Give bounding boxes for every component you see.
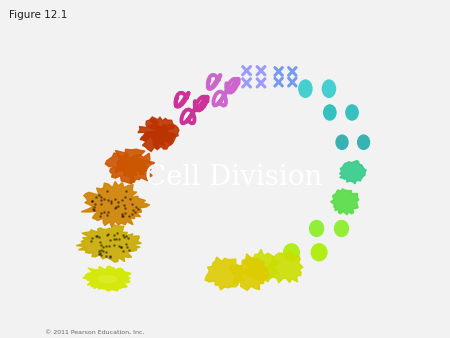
- Polygon shape: [110, 160, 137, 184]
- Text: Cell Division: Cell Division: [145, 164, 323, 191]
- Ellipse shape: [322, 79, 336, 98]
- Ellipse shape: [310, 243, 328, 261]
- Polygon shape: [331, 189, 359, 215]
- Polygon shape: [230, 254, 270, 290]
- Polygon shape: [148, 117, 175, 139]
- Ellipse shape: [283, 243, 300, 261]
- Ellipse shape: [323, 104, 337, 121]
- Polygon shape: [124, 162, 152, 184]
- Ellipse shape: [357, 135, 370, 150]
- Ellipse shape: [298, 79, 313, 98]
- Polygon shape: [116, 149, 153, 171]
- Text: © 2011 Pearson Education, Inc.: © 2011 Pearson Education, Inc.: [45, 330, 144, 335]
- Polygon shape: [205, 257, 246, 290]
- Ellipse shape: [334, 220, 349, 237]
- Polygon shape: [340, 161, 366, 184]
- Ellipse shape: [309, 220, 324, 237]
- Polygon shape: [138, 120, 164, 141]
- Ellipse shape: [98, 275, 117, 283]
- Ellipse shape: [335, 135, 349, 150]
- Polygon shape: [76, 225, 141, 262]
- Polygon shape: [83, 266, 131, 291]
- Polygon shape: [81, 182, 149, 227]
- Polygon shape: [267, 251, 303, 283]
- Polygon shape: [242, 249, 279, 284]
- Polygon shape: [152, 128, 176, 150]
- Ellipse shape: [345, 104, 359, 121]
- Polygon shape: [140, 131, 166, 151]
- Polygon shape: [105, 153, 137, 173]
- Text: Figure 12.1: Figure 12.1: [9, 10, 68, 20]
- Polygon shape: [157, 125, 179, 144]
- Polygon shape: [127, 153, 154, 175]
